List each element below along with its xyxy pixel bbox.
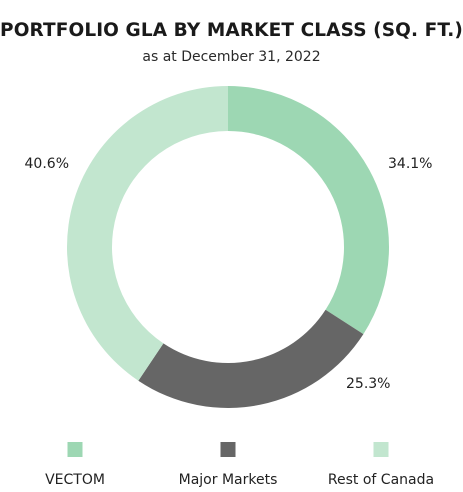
slice-labels: 34.1% 25.3% 40.6%: [25, 156, 433, 392]
legend: VECTOM Major Markets Rest of Canada: [45, 442, 434, 488]
slice-major-markets: [138, 309, 364, 408]
chart-title: PORTFOLIO GLA BY MARKET CLASS (SQ. FT.): [0, 20, 463, 41]
chart-subtitle: as at December 31, 2022: [142, 49, 321, 65]
legend-label-rest-of-canada: Rest of Canada: [328, 472, 434, 488]
slice-label-major-markets: 25.3%: [346, 376, 390, 392]
slice-vectom: [228, 86, 389, 335]
slice-rest-of-canada: [66, 86, 229, 381]
legend-swatch-rest-of-canada: [373, 442, 389, 457]
legend-label-major-markets: Major Markets: [179, 472, 278, 488]
slice-label-vectom: 34.1%: [388, 156, 432, 172]
slice-label-rest-of-canada: 40.6%: [25, 156, 69, 172]
legend-label-vectom: VECTOM: [45, 472, 105, 488]
legend-swatch-major-markets: [220, 442, 236, 457]
donut-slices: [66, 86, 389, 408]
legend-swatch-vectom: [67, 442, 83, 457]
